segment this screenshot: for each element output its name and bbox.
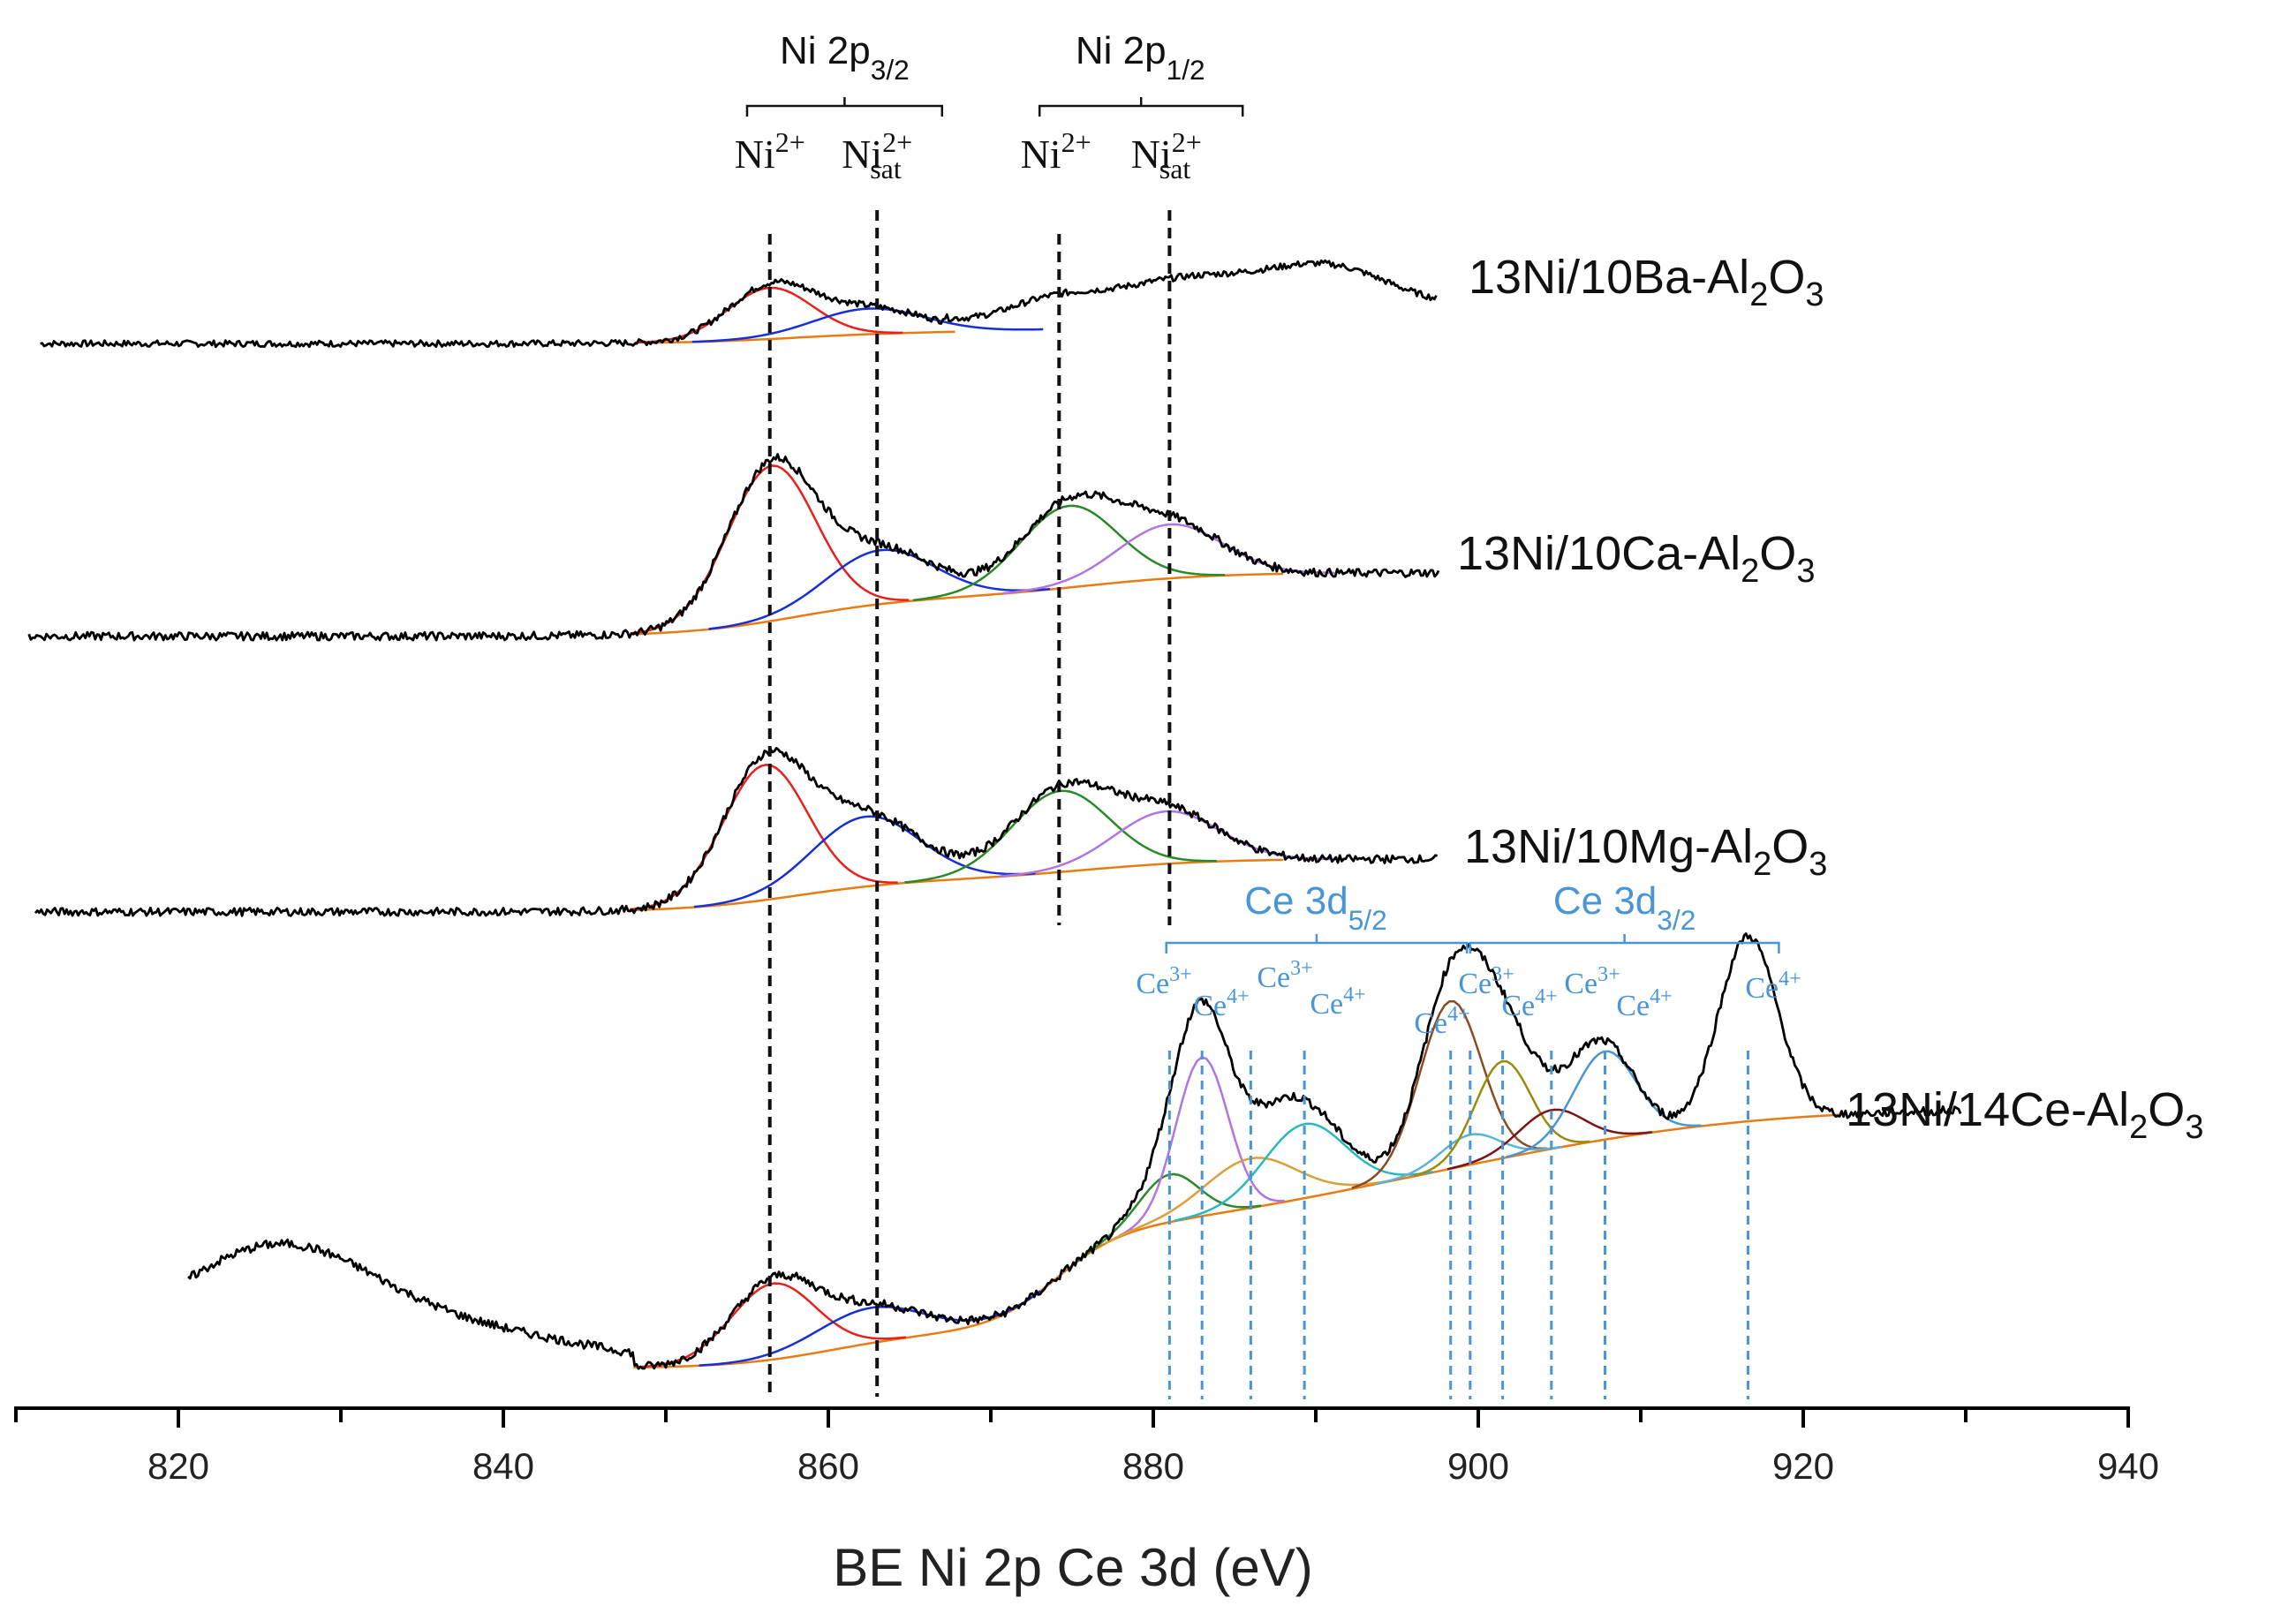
series-label-1: 13Ni/10Ca-Al2O3 <box>1457 527 1815 590</box>
component-ce-7 <box>1376 1133 1562 1186</box>
ce-3d52-label: Ce 3d5/2 <box>1244 879 1386 936</box>
curves-layer <box>27 259 1962 1370</box>
ce-marker-5: Ce3+ <box>1458 963 1514 1000</box>
ce-3d32-label: Ce 3d3/2 <box>1553 879 1696 936</box>
series-ce <box>187 932 1962 1370</box>
ni-2p12-bracket <box>1038 97 1244 117</box>
ni-2p32-label: Ni 2p3/2 <box>780 29 910 86</box>
envelope-mg <box>34 747 1438 917</box>
series-ca <box>27 453 1440 642</box>
x-axis-ticks: 820 840 860 880 900 920 940 <box>14 1408 2159 1487</box>
component-ce-1 <box>699 1290 1041 1367</box>
ni-2p32-bracket <box>745 97 944 117</box>
component-ce-8 <box>1414 1059 1590 1177</box>
x-tick-label-860: 860 <box>797 1445 859 1487</box>
component-ce-0 <box>638 1282 907 1368</box>
envelope-ca <box>27 453 1440 642</box>
ce-marker-9: Ce4+ <box>1745 968 1801 1005</box>
ni-2p12-label: Ni 2p1/2 <box>1076 29 1205 86</box>
ni-marker-2: Ni2+ <box>1021 126 1091 177</box>
background-ce <box>633 1113 1843 1369</box>
ce-marker-0: Ce3+ <box>1136 963 1191 1000</box>
x-tick-label-940: 940 <box>2097 1445 2159 1487</box>
background-mg <box>633 858 1284 912</box>
series-ba <box>40 259 1438 349</box>
component-mg-3 <box>1000 810 1332 878</box>
ce-marker-8: Ce4+ <box>1616 985 1672 1022</box>
x-tick-label-820: 820 <box>147 1445 209 1487</box>
series-label-0: 13Ni/10Ba-Al2O3 <box>1469 251 1824 313</box>
component-mg-1 <box>693 815 1036 908</box>
ni-marker-1: Ni2+ sat <box>842 126 912 185</box>
component-mg-0 <box>630 764 898 911</box>
component-ca-1 <box>708 548 1051 630</box>
series-mg <box>34 747 1438 917</box>
reference-lines-layer <box>767 210 1749 1399</box>
x-tick-label-880: 880 <box>1122 1445 1184 1487</box>
ce-marker-7: Ce3+ <box>1564 963 1620 1000</box>
x-axis: 820 840 860 880 900 920 940 BE Ni 2p Ce 3d (eV… <box>14 1406 2159 1597</box>
ce-marker-3: Ce4+ <box>1310 984 1365 1021</box>
envelope-ba <box>40 259 1438 349</box>
component-ca-2 <box>912 504 1225 602</box>
ce-marker-2: Ce3+ <box>1257 957 1312 994</box>
ce-3d52-bracket <box>1165 934 1469 953</box>
x-tick-label-840: 840 <box>472 1445 534 1487</box>
envelope-ce <box>187 932 1962 1370</box>
component-ce-4 <box>1104 1157 1393 1245</box>
x-tick-label-920: 920 <box>1772 1445 1834 1487</box>
background-ca <box>633 572 1284 636</box>
component-ce-5 <box>1174 1122 1433 1222</box>
series-label-3: 13Ni/14Ce-Al2O3 <box>1846 1083 2203 1146</box>
series-labels: 13Ni/10Ba-Al2O3 13Ni/10Ca-Al2O3 13Ni/10Mg-… <box>1457 251 2203 1146</box>
ce-3d32-bracket <box>1469 934 1780 953</box>
series-label-2: 13Ni/10Mg-Al2O3 <box>1464 820 1827 883</box>
ce-marker-6: Ce4+ <box>1501 985 1557 1022</box>
component-ce-9 <box>1446 1108 1653 1171</box>
annotations-layer: Ni 2p3/2 Ni 2p1/2 Ni2+ Ni2+ sat Ni2+ Ni2+ sat Ce… <box>735 29 1801 1040</box>
x-tick-label-900: 900 <box>1447 1445 1509 1487</box>
component-ba-1 <box>691 307 1044 343</box>
ni-marker-3: Ni2+ sat <box>1131 126 1202 185</box>
ce-marker-1: Ce4+ <box>1193 985 1249 1022</box>
ce-marker-4: Ce4+ <box>1414 1003 1469 1040</box>
ni-marker-0: Ni2+ <box>735 126 805 177</box>
x-axis-label: BE Ni 2p Ce 3d (eV) <box>833 1538 1313 1597</box>
